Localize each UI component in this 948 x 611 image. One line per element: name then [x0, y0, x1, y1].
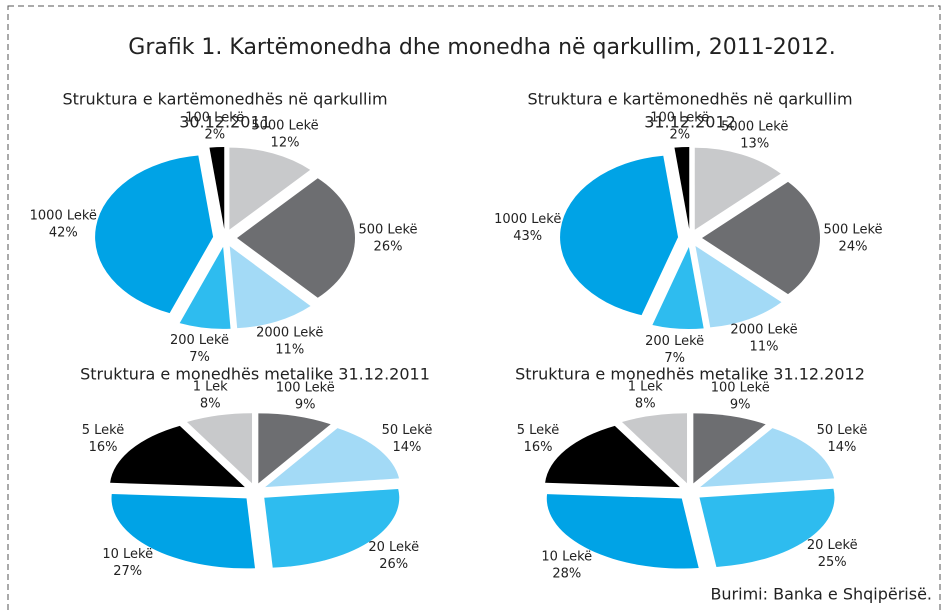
- pie-slice: [674, 147, 690, 230]
- slice-value: 24%: [839, 240, 868, 255]
- slice-value: 28%: [552, 566, 581, 581]
- slice-value: 11%: [750, 339, 779, 354]
- slice-value: 42%: [49, 225, 78, 240]
- slice-label: 20 Lekë: [807, 538, 858, 553]
- slice-label: 100 Lekë: [276, 380, 335, 395]
- pie-slice: [699, 488, 835, 567]
- pie-subtitle: 31.12.2012: [644, 113, 736, 132]
- slice-label: 5 Lekë: [82, 423, 124, 438]
- slice-label: 100 Lekë: [650, 111, 709, 126]
- slice-label: 1 Lek: [193, 380, 228, 395]
- slice-value: 43%: [513, 229, 542, 244]
- pie-title: Struktura e monedhës metalike 31.12.2012: [515, 365, 865, 384]
- pie-slice: [700, 428, 835, 488]
- pie-slice: [693, 413, 766, 484]
- pie-title: Struktura e kartëmonedhës në qarkullim: [527, 90, 852, 109]
- slice-label: 5 Lekë: [517, 423, 559, 438]
- slice-label: 2000 Lekë: [730, 322, 797, 337]
- pie-slice: [179, 246, 231, 329]
- slice-label: 50 Lekë: [382, 423, 433, 438]
- slice-label: 500 Lekë: [358, 223, 417, 238]
- pie-slice: [264, 488, 400, 568]
- pie-slice: [110, 425, 245, 488]
- slice-value: 9%: [295, 397, 316, 412]
- pie-slice: [95, 155, 214, 314]
- slice-label: 500 Lekë: [823, 223, 882, 238]
- pie-slice: [186, 413, 253, 484]
- slice-value: 14%: [393, 440, 422, 455]
- slice-value: 14%: [828, 440, 857, 455]
- pie-title: Struktura e kartëmonedhës në qarkullim: [62, 90, 387, 109]
- slice-value: 12%: [271, 135, 300, 150]
- pie-slice: [560, 155, 679, 316]
- pie-subtitle: 30.12.2011: [179, 113, 271, 132]
- slice-label: 20 Lekë: [368, 540, 419, 555]
- slice-value: 9%: [730, 397, 751, 412]
- slice-label: 1000 Lekë: [30, 208, 97, 223]
- slice-label: 10 Lekë: [541, 549, 592, 564]
- pie-slice: [652, 246, 704, 329]
- slice-label: 5000 Lekë: [721, 120, 788, 135]
- pie-slice: [258, 413, 331, 484]
- slice-value: 8%: [635, 397, 656, 412]
- pie-slice: [545, 425, 680, 488]
- pie-slice: [621, 413, 688, 484]
- slice-value: 26%: [379, 557, 408, 572]
- frame: [7, 5, 941, 611]
- slice-label: 10 Lekë: [102, 547, 153, 562]
- slice-value: 7%: [664, 351, 685, 366]
- slice-label: 50 Lekë: [817, 423, 868, 438]
- slice-label: 200 Lekë: [645, 334, 704, 349]
- slice-value: 13%: [740, 137, 769, 152]
- slice-value: 2%: [669, 128, 690, 143]
- slice-value: 26%: [374, 240, 403, 255]
- pie-slice: [265, 428, 400, 488]
- chart-title: Grafik 1. Kartëmonedha dhe monedha në qa…: [128, 35, 835, 60]
- slice-value: 7%: [189, 350, 210, 365]
- slice-label: 2000 Lekë: [256, 325, 323, 340]
- pie-slice: [111, 493, 255, 569]
- slice-value: 2%: [204, 128, 225, 143]
- slice-label: 1 Lek: [628, 380, 663, 395]
- pie-slice: [229, 147, 311, 230]
- slice-label: 100 Lekë: [711, 380, 770, 395]
- pie-title: Struktura e monedhës metalike 31.12.2011: [80, 365, 430, 384]
- pie-slice: [546, 494, 699, 569]
- pie-slice: [237, 178, 356, 298]
- slice-value: 16%: [89, 440, 118, 455]
- pie-slice: [209, 147, 225, 230]
- pie-slice: [695, 246, 782, 328]
- pie-slice: [702, 181, 821, 295]
- slice-value: 8%: [200, 397, 221, 412]
- slice-label: 1000 Lekë: [494, 212, 561, 227]
- slice-value: 25%: [818, 555, 847, 570]
- pie-slice: [229, 246, 311, 329]
- slice-label: 100 Lekë: [185, 111, 244, 126]
- pie-slice: [694, 147, 781, 230]
- slice-value: 27%: [113, 564, 142, 579]
- slice-label: 5000 Lekë: [251, 118, 318, 133]
- slice-value: 11%: [275, 342, 304, 357]
- slice-label: 200 Lekë: [170, 333, 229, 348]
- slice-value: 16%: [524, 440, 553, 455]
- source: Burimi: Banka e Shqipërisë.: [710, 585, 932, 604]
